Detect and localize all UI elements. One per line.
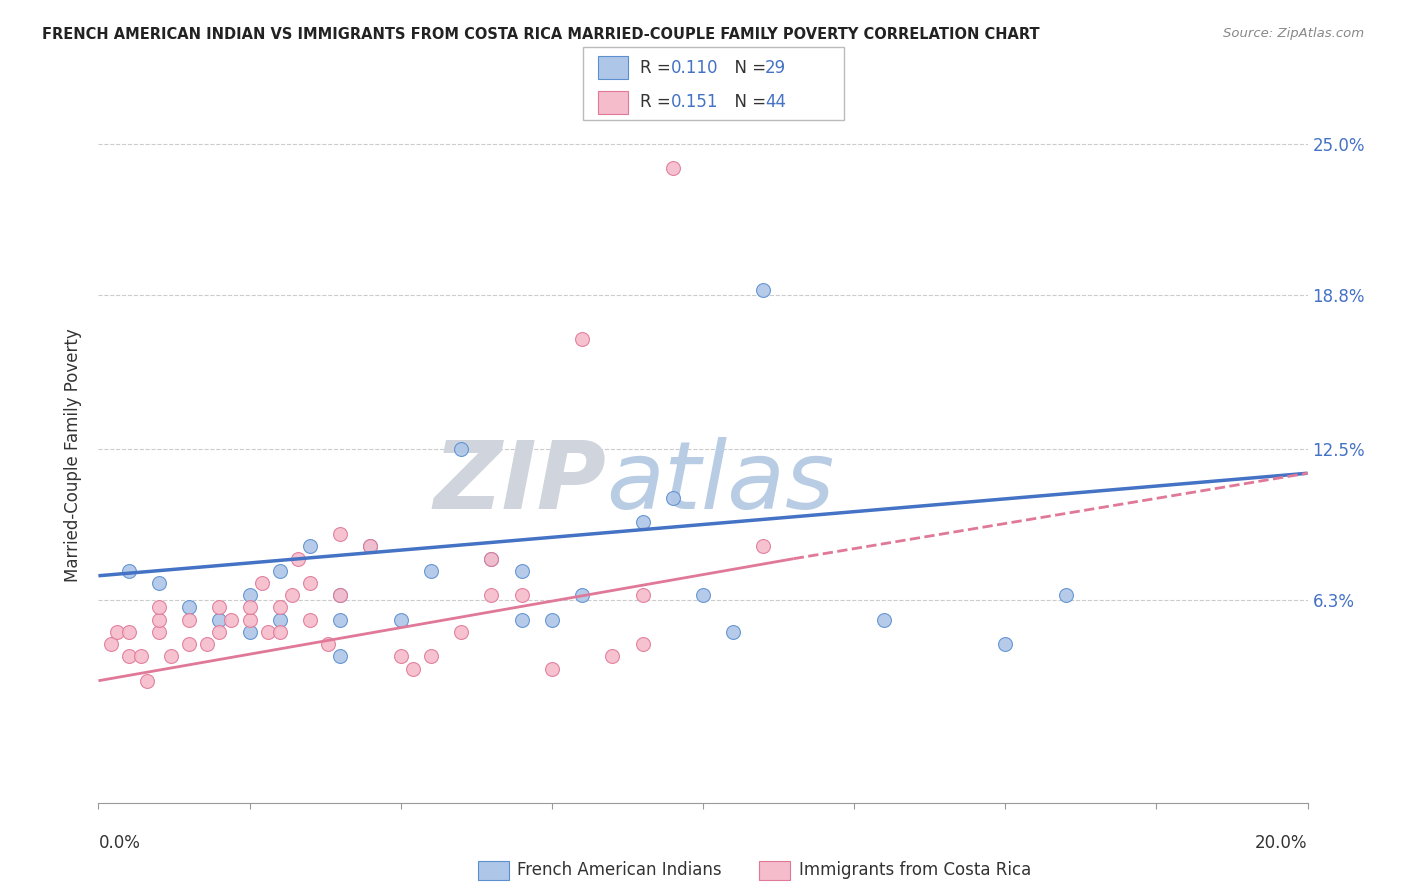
Point: [256, 624, 278, 639]
Point: [420, 649, 443, 664]
Point: [148, 613, 170, 627]
Text: N =: N =: [724, 59, 772, 77]
Text: 44: 44: [765, 93, 786, 112]
Point: [329, 527, 352, 541]
Point: [481, 551, 503, 566]
Text: atlas: atlas: [606, 437, 835, 528]
Point: [1054, 588, 1077, 602]
Point: [135, 673, 157, 688]
Point: [450, 624, 472, 639]
Point: [118, 564, 141, 578]
Point: [250, 576, 273, 591]
Text: French American Indians: French American Indians: [517, 861, 723, 879]
Text: ZIP: ZIP: [433, 437, 606, 529]
Point: [329, 588, 352, 602]
Point: [540, 613, 562, 627]
Point: [148, 600, 170, 615]
Point: [269, 564, 291, 578]
Point: [481, 551, 503, 566]
Point: [360, 540, 382, 554]
Point: [179, 637, 201, 651]
Point: [631, 588, 654, 602]
Text: N =: N =: [724, 93, 772, 112]
Point: [723, 624, 745, 639]
Point: [195, 637, 218, 651]
Point: [239, 600, 262, 615]
Point: [179, 613, 201, 627]
Point: [510, 588, 533, 602]
Point: [269, 613, 291, 627]
Point: [269, 624, 291, 639]
Point: [105, 624, 128, 639]
Text: 20.0%: 20.0%: [1256, 834, 1308, 852]
Point: [239, 588, 262, 602]
Point: [510, 613, 533, 627]
Point: [329, 613, 352, 627]
Point: [662, 161, 685, 175]
Text: 0.0%: 0.0%: [98, 834, 141, 852]
Text: Source: ZipAtlas.com: Source: ZipAtlas.com: [1223, 27, 1364, 40]
Point: [239, 624, 262, 639]
Point: [208, 613, 231, 627]
Point: [752, 283, 775, 297]
Point: [299, 613, 322, 627]
Point: [179, 600, 201, 615]
Point: [118, 624, 141, 639]
Point: [389, 613, 412, 627]
Text: 0.151: 0.151: [671, 93, 718, 112]
Point: [510, 564, 533, 578]
Point: [239, 613, 262, 627]
Point: [450, 442, 472, 456]
Point: [118, 649, 141, 664]
Point: [281, 588, 304, 602]
Text: R =: R =: [640, 93, 676, 112]
Point: [360, 540, 382, 554]
Point: [420, 564, 443, 578]
Point: [692, 588, 714, 602]
Point: [129, 649, 152, 664]
Point: [160, 649, 183, 664]
Point: [631, 637, 654, 651]
Point: [481, 588, 503, 602]
Point: [299, 540, 322, 554]
Point: [148, 624, 170, 639]
Text: Immigrants from Costa Rica: Immigrants from Costa Rica: [799, 861, 1031, 879]
Point: [299, 576, 322, 591]
Point: [602, 649, 624, 664]
Text: FRENCH AMERICAN INDIAN VS IMMIGRANTS FROM COSTA RICA MARRIED-COUPLE FAMILY POVER: FRENCH AMERICAN INDIAN VS IMMIGRANTS FRO…: [42, 27, 1040, 42]
Point: [571, 588, 593, 602]
Point: [540, 661, 562, 675]
Point: [221, 613, 243, 627]
Point: [994, 637, 1017, 651]
Point: [316, 637, 339, 651]
Point: [287, 551, 309, 566]
Point: [402, 661, 425, 675]
Point: [571, 332, 593, 346]
Point: [208, 600, 231, 615]
Point: [873, 613, 896, 627]
Point: [389, 649, 412, 664]
Point: [269, 600, 291, 615]
Point: [100, 637, 122, 651]
Point: [208, 624, 231, 639]
Point: [631, 515, 654, 529]
Point: [329, 649, 352, 664]
Y-axis label: Married-Couple Family Poverty: Married-Couple Family Poverty: [65, 328, 83, 582]
Text: 29: 29: [765, 59, 786, 77]
Point: [662, 491, 685, 505]
Text: 0.110: 0.110: [671, 59, 718, 77]
Text: R =: R =: [640, 59, 676, 77]
Point: [752, 540, 775, 554]
Point: [329, 588, 352, 602]
Point: [148, 576, 170, 591]
